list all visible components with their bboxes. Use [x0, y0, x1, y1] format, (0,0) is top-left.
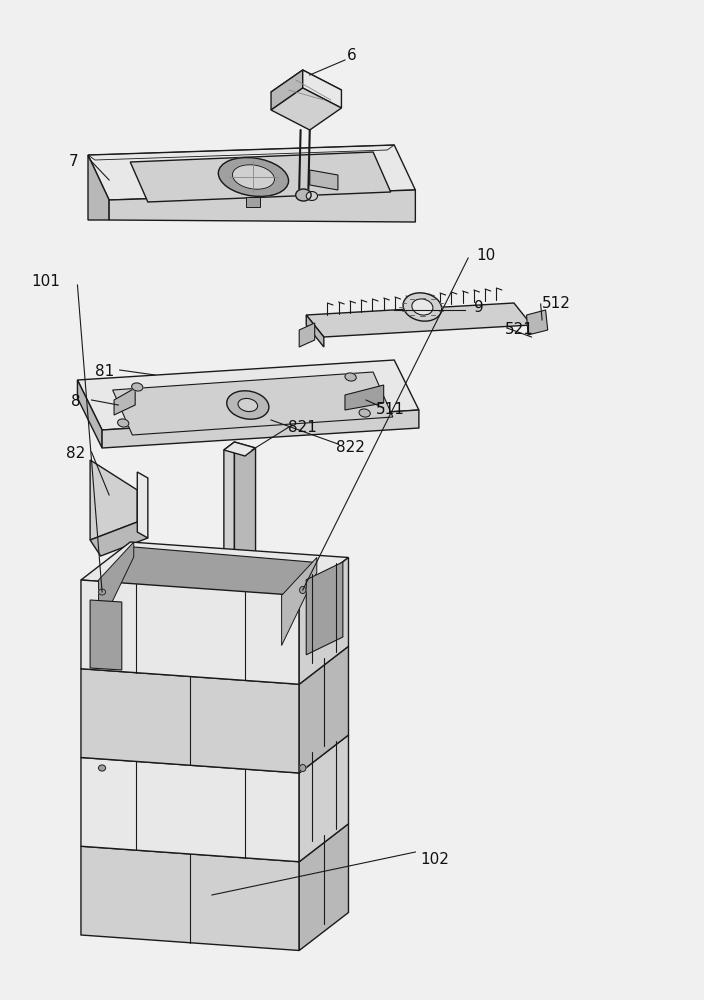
Polygon shape: [81, 758, 299, 862]
Ellipse shape: [296, 189, 311, 201]
Ellipse shape: [99, 589, 106, 595]
Polygon shape: [109, 190, 415, 222]
Polygon shape: [137, 472, 148, 538]
Polygon shape: [77, 380, 102, 448]
Polygon shape: [99, 542, 134, 630]
Text: 511: 511: [376, 402, 406, 418]
Text: 512: 512: [541, 296, 571, 310]
Text: 822: 822: [336, 440, 365, 454]
Ellipse shape: [345, 373, 356, 381]
Ellipse shape: [306, 192, 318, 200]
Text: 6: 6: [347, 48, 357, 64]
Polygon shape: [224, 442, 234, 570]
Polygon shape: [90, 522, 148, 556]
Polygon shape: [299, 558, 348, 684]
Ellipse shape: [299, 764, 306, 772]
Polygon shape: [102, 410, 419, 448]
Polygon shape: [81, 542, 348, 596]
Polygon shape: [77, 360, 419, 430]
Polygon shape: [130, 152, 391, 202]
Text: 81: 81: [94, 364, 114, 379]
Polygon shape: [271, 88, 341, 130]
Polygon shape: [99, 547, 317, 600]
Polygon shape: [271, 70, 341, 112]
Polygon shape: [81, 580, 299, 684]
Polygon shape: [81, 669, 299, 773]
Text: 102: 102: [420, 852, 450, 867]
Polygon shape: [303, 70, 341, 108]
Ellipse shape: [359, 409, 370, 417]
Ellipse shape: [132, 383, 143, 391]
Polygon shape: [299, 824, 348, 950]
Polygon shape: [306, 315, 324, 347]
Polygon shape: [271, 70, 303, 110]
Polygon shape: [90, 460, 137, 540]
Polygon shape: [310, 170, 338, 190]
Ellipse shape: [238, 398, 258, 412]
Polygon shape: [114, 388, 135, 415]
Ellipse shape: [412, 299, 433, 315]
Polygon shape: [299, 735, 348, 862]
Text: 521: 521: [505, 322, 534, 338]
Polygon shape: [88, 155, 109, 220]
Polygon shape: [345, 385, 384, 410]
Ellipse shape: [403, 293, 441, 321]
Text: 7: 7: [69, 154, 79, 169]
Polygon shape: [234, 442, 256, 568]
Ellipse shape: [118, 419, 129, 427]
Polygon shape: [306, 303, 532, 337]
Polygon shape: [282, 558, 317, 646]
Text: 10: 10: [476, 248, 496, 263]
Text: 101: 101: [31, 274, 61, 290]
Text: 9: 9: [474, 300, 484, 314]
Polygon shape: [81, 846, 299, 950]
Ellipse shape: [227, 391, 269, 419]
Text: 82: 82: [66, 446, 86, 462]
Text: 8: 8: [71, 394, 81, 410]
Polygon shape: [306, 562, 343, 655]
Polygon shape: [299, 323, 315, 347]
Polygon shape: [527, 310, 548, 335]
Ellipse shape: [299, 586, 306, 593]
Polygon shape: [224, 442, 256, 456]
Polygon shape: [113, 372, 393, 435]
Ellipse shape: [218, 158, 289, 196]
Text: 821: 821: [288, 420, 318, 436]
Ellipse shape: [232, 165, 275, 189]
Polygon shape: [88, 145, 415, 200]
Polygon shape: [90, 600, 122, 670]
Polygon shape: [246, 197, 260, 207]
Polygon shape: [299, 646, 348, 773]
Ellipse shape: [99, 765, 106, 771]
